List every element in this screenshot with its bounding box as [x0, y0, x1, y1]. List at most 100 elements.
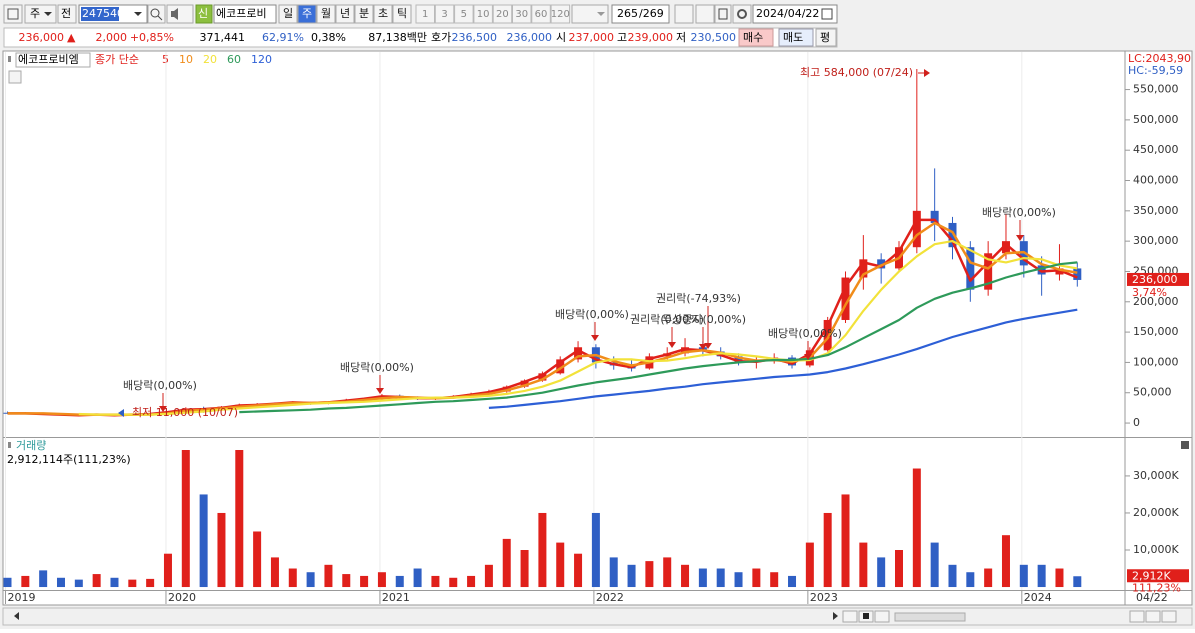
reset-button[interactable] [1161, 610, 1177, 623]
ma-line [78, 240, 1078, 416]
y-tick-label: 550,000 [1133, 83, 1179, 96]
close-pane[interactable] [1181, 441, 1189, 449]
date-box[interactable] [752, 4, 838, 24]
interval-button[interactable] [297, 4, 317, 24]
multiplier-button[interactable] [531, 4, 551, 24]
legend-entry[interactable]: 20 [203, 53, 217, 66]
tool-button[interactable] [674, 4, 694, 24]
multiplier-button[interactable] [454, 4, 474, 24]
volume-bar [841, 494, 850, 588]
interval-label: 월 [321, 7, 331, 20]
volume-rate: 62,91% [262, 31, 304, 44]
candle-body [1037, 265, 1046, 275]
volume-bar [520, 550, 529, 588]
volume-bar [1055, 568, 1064, 588]
scope-button[interactable] [57, 4, 77, 24]
multiplier-button[interactable] [512, 4, 532, 24]
scroll-track [2, 607, 1193, 626]
save-glyph [718, 8, 728, 20]
avg-button[interactable] [815, 28, 837, 47]
gear-glyph [737, 9, 747, 19]
period-select[interactable] [24, 4, 57, 24]
zoom-in[interactable] [1129, 610, 1145, 623]
y-tick-label: 400,000 [1133, 174, 1179, 187]
volume-bar [574, 553, 583, 588]
volume-bar [324, 564, 333, 588]
title-box[interactable] [15, 52, 91, 68]
volume-bar [556, 542, 565, 588]
x-tick-label: 2022 [596, 591, 624, 604]
rewind-button[interactable] [842, 610, 858, 623]
quote-bg [3, 27, 838, 48]
volume-bar [181, 450, 190, 588]
interval-button[interactable] [278, 4, 298, 24]
scroll-right[interactable] [833, 612, 838, 620]
ask: 236,500 [452, 31, 498, 44]
menu-icon[interactable] [3, 4, 23, 24]
interval-button[interactable] [392, 4, 412, 24]
volume-bar [199, 494, 208, 588]
empty-select[interactable] [571, 4, 609, 24]
search-button[interactable] [147, 4, 166, 24]
candle-body [1001, 241, 1010, 254]
scroll-left[interactable] [14, 612, 19, 620]
menu-glyph [7, 8, 19, 20]
volume-bar [21, 575, 30, 588]
bid: 236,000 [507, 31, 553, 44]
name-box[interactable] [213, 4, 277, 24]
buy-button[interactable] [738, 28, 774, 47]
interval-button[interactable] [373, 4, 393, 24]
volume-bar [360, 575, 369, 588]
multiplier-button[interactable] [415, 4, 435, 24]
table-button[interactable] [8, 70, 22, 84]
settings-button[interactable] [732, 4, 752, 24]
last-price-box [1127, 272, 1189, 286]
ma-line [239, 261, 1078, 414]
tool-button[interactable] [695, 4, 715, 24]
sound-glyph [171, 8, 178, 20]
forward-button[interactable] [874, 610, 890, 623]
volume-bar [805, 542, 814, 588]
multiplier-button[interactable] [550, 4, 571, 24]
volume-bar [681, 564, 690, 588]
multiplier-button[interactable] [492, 4, 513, 24]
volume-bar [823, 512, 832, 588]
code-selection [81, 7, 119, 21]
zoom-out[interactable] [1145, 610, 1161, 623]
save-button[interactable] [714, 4, 732, 24]
zoom-slider[interactable] [894, 612, 966, 622]
high: 239,000 [628, 31, 674, 44]
volume-bar [39, 570, 48, 588]
dropdown-arrow [134, 12, 142, 16]
multiplier-button[interactable] [473, 4, 493, 24]
volume-bar [859, 542, 868, 588]
candle-body [984, 253, 993, 290]
legend-entry[interactable]: 60 [227, 53, 241, 66]
volume-bar [431, 575, 440, 588]
volume-bar [930, 542, 939, 588]
interval-button[interactable] [354, 4, 374, 24]
annotation-head [924, 69, 930, 77]
multiplier-button[interactable] [434, 4, 455, 24]
legend-entry[interactable]: 10 [179, 53, 193, 66]
sell-button[interactable] [778, 28, 814, 47]
annotation: 배당락(0,00%) [768, 327, 842, 340]
sound-button[interactable] [166, 4, 194, 24]
y-tick-label: 100,000 [1133, 355, 1179, 368]
annotation-head [118, 409, 124, 417]
calendar-glyph [821, 8, 833, 20]
legend-entry[interactable]: 120 [251, 53, 272, 66]
interval-label: 분 [359, 7, 369, 20]
change-rate: +0,85% [130, 31, 174, 44]
interval-button[interactable] [316, 4, 336, 24]
volume-bar [948, 564, 957, 588]
multiplier-label: 1 [422, 9, 428, 20]
y-tick-label: 350,000 [1133, 204, 1179, 217]
multiplier-label: 3 [441, 9, 447, 20]
x-tick-label: 2020 [168, 591, 196, 604]
count-box[interactable] [611, 4, 670, 24]
high-label: 고 [617, 31, 627, 44]
x-tick-label: 2023 [810, 591, 838, 604]
interval-button[interactable] [335, 4, 355, 24]
